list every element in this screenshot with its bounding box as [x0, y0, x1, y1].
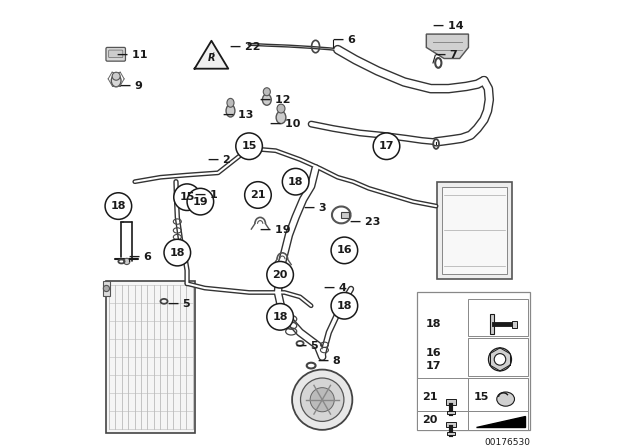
- Text: 16: 16: [426, 348, 441, 358]
- Text: 18: 18: [426, 319, 441, 329]
- FancyBboxPatch shape: [103, 280, 110, 296]
- FancyBboxPatch shape: [468, 411, 528, 430]
- Circle shape: [310, 388, 334, 412]
- Ellipse shape: [112, 72, 120, 80]
- Circle shape: [282, 168, 309, 195]
- FancyBboxPatch shape: [417, 411, 468, 430]
- Text: 18: 18: [337, 301, 352, 311]
- Text: — 11: — 11: [117, 50, 148, 60]
- Circle shape: [124, 258, 130, 265]
- Text: 16: 16: [337, 246, 352, 255]
- Text: 20: 20: [273, 270, 288, 280]
- Text: — 6: — 6: [333, 35, 356, 45]
- Text: — 19: — 19: [260, 225, 291, 236]
- Text: — 6: — 6: [129, 252, 152, 262]
- Circle shape: [244, 182, 271, 208]
- FancyBboxPatch shape: [512, 320, 517, 327]
- FancyBboxPatch shape: [490, 314, 494, 334]
- FancyBboxPatch shape: [468, 378, 528, 411]
- FancyBboxPatch shape: [106, 280, 195, 433]
- FancyBboxPatch shape: [109, 50, 123, 58]
- Text: 17: 17: [426, 361, 441, 370]
- Circle shape: [267, 304, 293, 330]
- Text: — 10: — 10: [270, 119, 301, 129]
- Text: R: R: [208, 53, 215, 64]
- Text: — 23: — 23: [350, 217, 381, 228]
- Ellipse shape: [497, 392, 515, 406]
- Ellipse shape: [111, 74, 121, 87]
- Text: — 14: — 14: [433, 21, 463, 31]
- Text: — 3: — 3: [305, 203, 327, 213]
- Text: 18: 18: [170, 248, 185, 258]
- FancyBboxPatch shape: [417, 293, 531, 430]
- FancyBboxPatch shape: [437, 182, 512, 279]
- Text: — 22: — 22: [230, 42, 261, 52]
- Text: 20: 20: [422, 415, 437, 425]
- Ellipse shape: [227, 99, 234, 107]
- Ellipse shape: [276, 111, 286, 124]
- Polygon shape: [195, 41, 228, 69]
- Text: 17: 17: [379, 141, 394, 151]
- Text: 18: 18: [111, 201, 126, 211]
- Circle shape: [174, 184, 200, 211]
- Ellipse shape: [262, 94, 271, 105]
- Circle shape: [105, 193, 132, 220]
- Text: 15: 15: [179, 192, 195, 202]
- Ellipse shape: [263, 88, 270, 96]
- Circle shape: [331, 293, 358, 319]
- Text: /: /: [212, 52, 214, 58]
- Text: — 12: — 12: [260, 95, 291, 105]
- FancyBboxPatch shape: [468, 299, 528, 336]
- Text: — 9: — 9: [120, 82, 143, 91]
- Text: 21: 21: [422, 392, 438, 402]
- Text: — 8: — 8: [318, 356, 340, 366]
- Text: — 7: — 7: [435, 50, 458, 60]
- Text: 21: 21: [250, 190, 266, 200]
- Circle shape: [373, 133, 400, 159]
- FancyBboxPatch shape: [417, 378, 468, 411]
- Circle shape: [331, 237, 358, 264]
- Text: 00176530: 00176530: [484, 438, 531, 447]
- Circle shape: [164, 239, 191, 266]
- FancyBboxPatch shape: [447, 411, 455, 414]
- Ellipse shape: [277, 104, 285, 113]
- Text: 15: 15: [241, 141, 257, 151]
- FancyBboxPatch shape: [341, 212, 349, 218]
- Text: — 2: — 2: [209, 155, 231, 164]
- FancyBboxPatch shape: [446, 422, 456, 427]
- FancyBboxPatch shape: [468, 338, 528, 376]
- Polygon shape: [476, 416, 525, 427]
- FancyBboxPatch shape: [106, 47, 125, 61]
- Text: — 5: — 5: [296, 340, 318, 351]
- FancyBboxPatch shape: [446, 399, 456, 405]
- Text: — 13: — 13: [223, 110, 254, 120]
- FancyBboxPatch shape: [442, 187, 508, 274]
- Text: — 1: — 1: [195, 190, 218, 200]
- Text: — 5: — 5: [168, 298, 191, 309]
- Polygon shape: [426, 34, 468, 59]
- Text: 19: 19: [193, 197, 208, 207]
- Circle shape: [292, 370, 353, 430]
- Text: 15: 15: [474, 392, 490, 402]
- Text: 18: 18: [288, 177, 303, 187]
- Circle shape: [494, 353, 506, 365]
- Circle shape: [267, 262, 293, 288]
- Circle shape: [301, 378, 344, 422]
- Text: — 4: — 4: [324, 283, 348, 293]
- Ellipse shape: [226, 104, 235, 117]
- Text: 18: 18: [273, 312, 288, 322]
- Circle shape: [187, 188, 214, 215]
- FancyBboxPatch shape: [447, 432, 455, 435]
- Circle shape: [236, 133, 262, 159]
- Circle shape: [103, 285, 109, 292]
- Circle shape: [488, 348, 511, 371]
